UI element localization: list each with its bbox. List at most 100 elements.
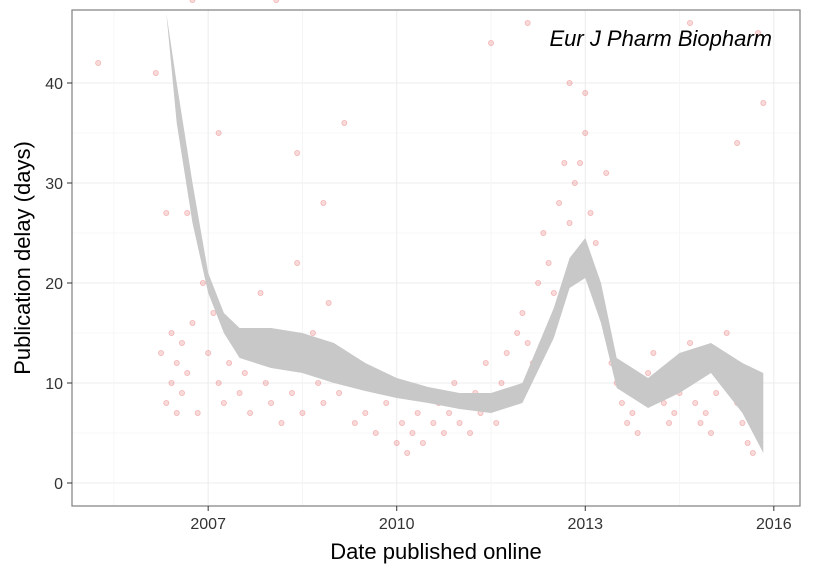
- data-point: [194, 409, 201, 416]
- data-point: [236, 389, 243, 396]
- data-point: [414, 409, 421, 416]
- data-point: [325, 299, 332, 306]
- data-point: [215, 379, 222, 386]
- data-point: [152, 70, 159, 77]
- x-tick-label: 2016: [756, 516, 792, 533]
- data-point: [419, 439, 426, 446]
- data-point: [278, 419, 285, 426]
- data-point: [409, 429, 416, 436]
- data-point: [587, 209, 594, 216]
- data-point: [629, 409, 636, 416]
- y-tick-label: 0: [54, 476, 63, 493]
- data-point: [456, 419, 463, 426]
- data-point: [184, 369, 191, 376]
- x-tick-label: 2007: [190, 516, 226, 533]
- data-point: [205, 349, 212, 356]
- data-point: [341, 120, 348, 127]
- data-point: [257, 289, 264, 296]
- data-point: [571, 179, 578, 186]
- data-point: [524, 19, 531, 26]
- data-point: [220, 399, 227, 406]
- data-point: [566, 219, 573, 226]
- data-point: [556, 199, 563, 206]
- data-point: [467, 429, 474, 436]
- smooth-band: [166, 13, 764, 453]
- data-point: [739, 419, 746, 426]
- data-point: [262, 379, 269, 386]
- data-point: [294, 149, 301, 156]
- data-point: [173, 359, 180, 366]
- x-tick-label: 2013: [567, 516, 603, 533]
- grid: [72, 10, 800, 506]
- data-point: [320, 399, 327, 406]
- data-point: [545, 259, 552, 266]
- y-tick-label: 30: [45, 176, 63, 193]
- data-point: [336, 389, 343, 396]
- data-point: [755, 29, 762, 36]
- data-point: [744, 439, 751, 446]
- data-point: [309, 329, 316, 336]
- data-point: [650, 349, 657, 356]
- plot-background: [72, 10, 800, 506]
- data-point: [540, 229, 547, 236]
- data-point: [671, 409, 678, 416]
- data-point: [241, 369, 248, 376]
- data-point: [760, 100, 767, 107]
- data-point: [273, 0, 280, 3]
- y-tick-label: 20: [45, 276, 63, 293]
- data-point: [247, 409, 254, 416]
- data-point: [618, 399, 625, 406]
- data-point: [95, 60, 102, 67]
- data-point: [566, 80, 573, 87]
- data-point: [294, 259, 301, 266]
- data-point: [687, 339, 694, 346]
- data-point: [749, 449, 756, 456]
- data-point: [687, 19, 694, 26]
- data-point: [498, 379, 505, 386]
- data-point: [723, 329, 730, 336]
- data-point: [535, 279, 542, 286]
- data-point: [226, 359, 233, 366]
- data-point: [189, 0, 196, 3]
- data-point: [215, 129, 222, 136]
- data-point: [514, 329, 521, 336]
- data-point: [168, 379, 175, 386]
- data-point: [503, 349, 510, 356]
- data-point: [398, 419, 405, 426]
- data-point: [487, 40, 494, 47]
- data-point: [482, 359, 489, 366]
- data-point: [163, 209, 170, 216]
- data-point: [393, 439, 400, 446]
- data-point: [707, 429, 714, 436]
- data-point: [582, 129, 589, 136]
- data-point: [351, 419, 358, 426]
- x-tick-label: 2010: [379, 516, 415, 533]
- data-point: [645, 369, 652, 376]
- data-point: [524, 339, 531, 346]
- data-point: [440, 429, 447, 436]
- data-point: [624, 419, 631, 426]
- data-point: [697, 419, 704, 426]
- data-point: [519, 309, 526, 316]
- data-point: [299, 409, 306, 416]
- data-point: [692, 399, 699, 406]
- smooth-confidence-band: [166, 13, 764, 453]
- data-point: [320, 199, 327, 206]
- data-point: [173, 409, 180, 416]
- x-axis-title: Date published online: [330, 539, 542, 564]
- data-point: [383, 399, 390, 406]
- data-point: [734, 139, 741, 146]
- data-point: [550, 289, 557, 296]
- data-point: [561, 159, 568, 166]
- data-point: [634, 429, 641, 436]
- data-point: [603, 169, 610, 176]
- data-point: [577, 159, 584, 166]
- data-point: [446, 409, 453, 416]
- data-point: [178, 339, 185, 346]
- data-point: [199, 279, 206, 286]
- plot-border: [71, 9, 801, 507]
- data-point: [451, 379, 458, 386]
- data-point: [268, 399, 275, 406]
